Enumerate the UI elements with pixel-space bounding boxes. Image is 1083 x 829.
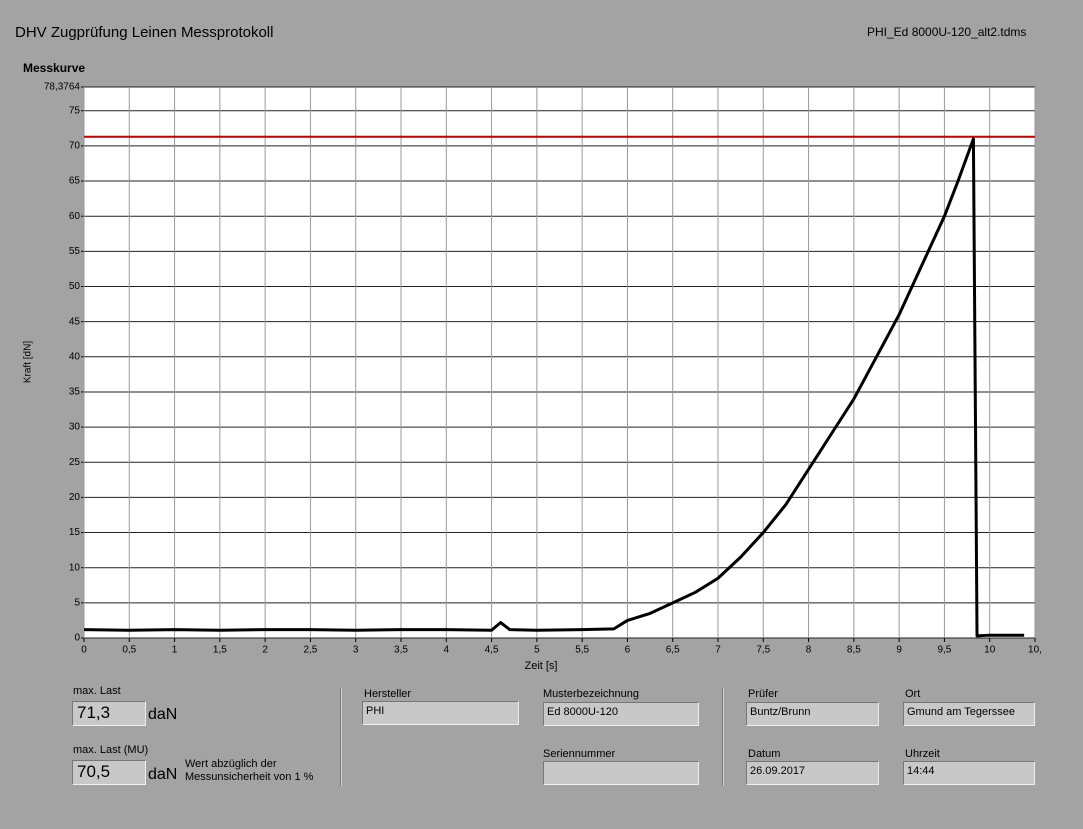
x-tick-label: 0,5 [122,645,136,656]
field-label: Hersteller [364,688,412,700]
field-label: Prüfer [748,688,778,700]
file-name: PHI_Ed 8000U-120_alt2.tdms [867,25,1027,39]
field-value: Gmund am Tegerssee [903,702,1035,726]
field-label: Datum [748,748,781,760]
field-value [543,761,699,785]
y-tick-label: 40 [69,351,81,362]
field-value: PHI [362,701,519,725]
y-tick-label: 65 [69,176,81,187]
plot-area [83,86,1036,639]
x-tick-label: 5 [534,645,540,656]
y-tick-label: 78,3764 [44,82,81,93]
x-tick-label: 10 [984,645,996,656]
y-tick-label: 50 [69,281,81,292]
data-line [83,137,1025,638]
x-tick-label: 0 [81,645,87,656]
field-value: 71,3 [72,701,146,726]
x-tick-label: 9,5 [937,645,951,656]
field-label: Musterbezeichnung [543,688,640,700]
x-tick-label: 4,5 [485,645,499,656]
separator [722,688,724,786]
x-tick-label: 2,5 [303,645,317,656]
x-tick-label: 9 [896,645,902,656]
y-axis-label: Kraft [dN] [23,341,34,383]
x-tick-label: 2 [262,645,268,656]
chart: Zeit [s] Kraft [dN] 05101520253035404550… [23,82,1042,672]
chart-title: Messkurve [23,61,86,75]
x-tick-label: 8,5 [847,645,861,656]
x-tick-label: 4 [444,645,450,656]
x-axis-label: Zeit [s] [524,660,557,672]
x-tick-label: 10, [1028,645,1042,656]
x-tick-label: 1 [172,645,178,656]
unit: daN [148,706,178,723]
y-tick-label: 70 [69,141,81,152]
x-tick-label: 3 [353,645,359,656]
x-tick-label: 6,5 [666,645,680,656]
y-tick-label: 20 [69,492,81,503]
field-label: Seriennummer [543,748,616,760]
unit: daN [148,766,178,783]
y-tick-label: 55 [69,246,81,257]
y-tick-label: 15 [69,527,81,538]
note: Wert abzüglich der [185,758,277,770]
field-value: 14:44 [903,761,1035,785]
x-tick-label: 1,5 [213,645,227,656]
y-tick-label: 35 [69,387,81,398]
x-tick-label: 5,5 [575,645,589,656]
y-tick-label: 30 [69,422,81,433]
y-tick-label: 60 [69,211,81,222]
y-tick-label: 45 [69,316,81,327]
x-tick-label: 7,5 [756,645,770,656]
x-tick-label: 3,5 [394,645,408,656]
separator [340,688,342,786]
field-label: Uhrzeit [905,748,940,760]
y-tick-label: 0 [74,633,80,644]
x-tick-label: 8 [806,645,812,656]
y-tick-label: 75 [69,105,81,116]
field-label: max. Last (MU) [73,744,149,756]
field-label: Ort [905,688,921,700]
field-label: max. Last [73,685,121,697]
field-value: Buntz/Brunn [746,702,879,726]
x-tick-label: 6 [625,645,631,656]
y-tick-label: 10 [69,562,81,573]
y-tick-label: 5 [74,597,80,608]
page-title: DHV Zugprüfung Leinen Messprotokoll [15,24,274,41]
note: Messunsicherheit von 1 % [185,771,314,783]
field-value: 26.09.2017 [746,761,879,785]
field-value: 70,5 [72,760,146,785]
field-value: Ed 8000U-120 [543,702,699,726]
x-tick-label: 7 [715,645,721,656]
y-tick-label: 25 [69,457,81,468]
